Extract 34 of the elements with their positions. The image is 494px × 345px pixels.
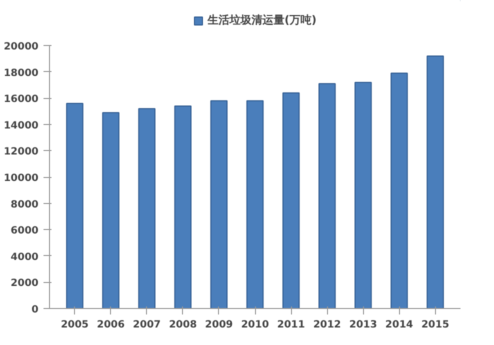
y-tick-label: 0 [32,304,39,316]
y-tick-label: 12000 [4,146,39,158]
y-tick-label: 18000 [4,68,39,79]
y-tick-label: 6000 [10,226,39,237]
y-tick-label: 20000 [4,42,39,52]
bar [174,105,192,308]
bar [102,112,120,308]
y-tick-label: 4000 [10,252,39,263]
bar [66,102,84,308]
y-tick-label: 2000 [10,278,39,290]
x-tick-label: 2014 [385,320,414,330]
y-tick-label: 14000 [4,120,39,132]
x-tick-label: 2011 [277,320,306,330]
bar [354,82,372,308]
bar [138,108,156,308]
bar [282,92,300,308]
x-tick-label: 2009 [205,320,233,330]
x-tick-label: 2012 [313,320,342,330]
x-tick-label: 2015 [421,320,450,330]
x-tick-label: 2005 [60,320,89,330]
x-tick-label: 2008 [168,320,197,330]
x-tick-label: 2010 [241,320,269,330]
y-tick-label: 16000 [4,94,39,106]
bar [426,56,444,308]
x-tick-label: 2007 [132,320,161,330]
legend-label: 生活垃圾清运量(万吨) [207,12,317,28]
x-tick-label: 2006 [96,320,125,330]
x-tick-label: 2013 [349,320,378,330]
y-tick-label: 8000 [10,199,39,210]
bar [318,83,336,308]
bar [390,72,408,308]
bar [210,100,228,308]
y-tick-label: 10000 [4,173,39,184]
bar [246,100,264,308]
